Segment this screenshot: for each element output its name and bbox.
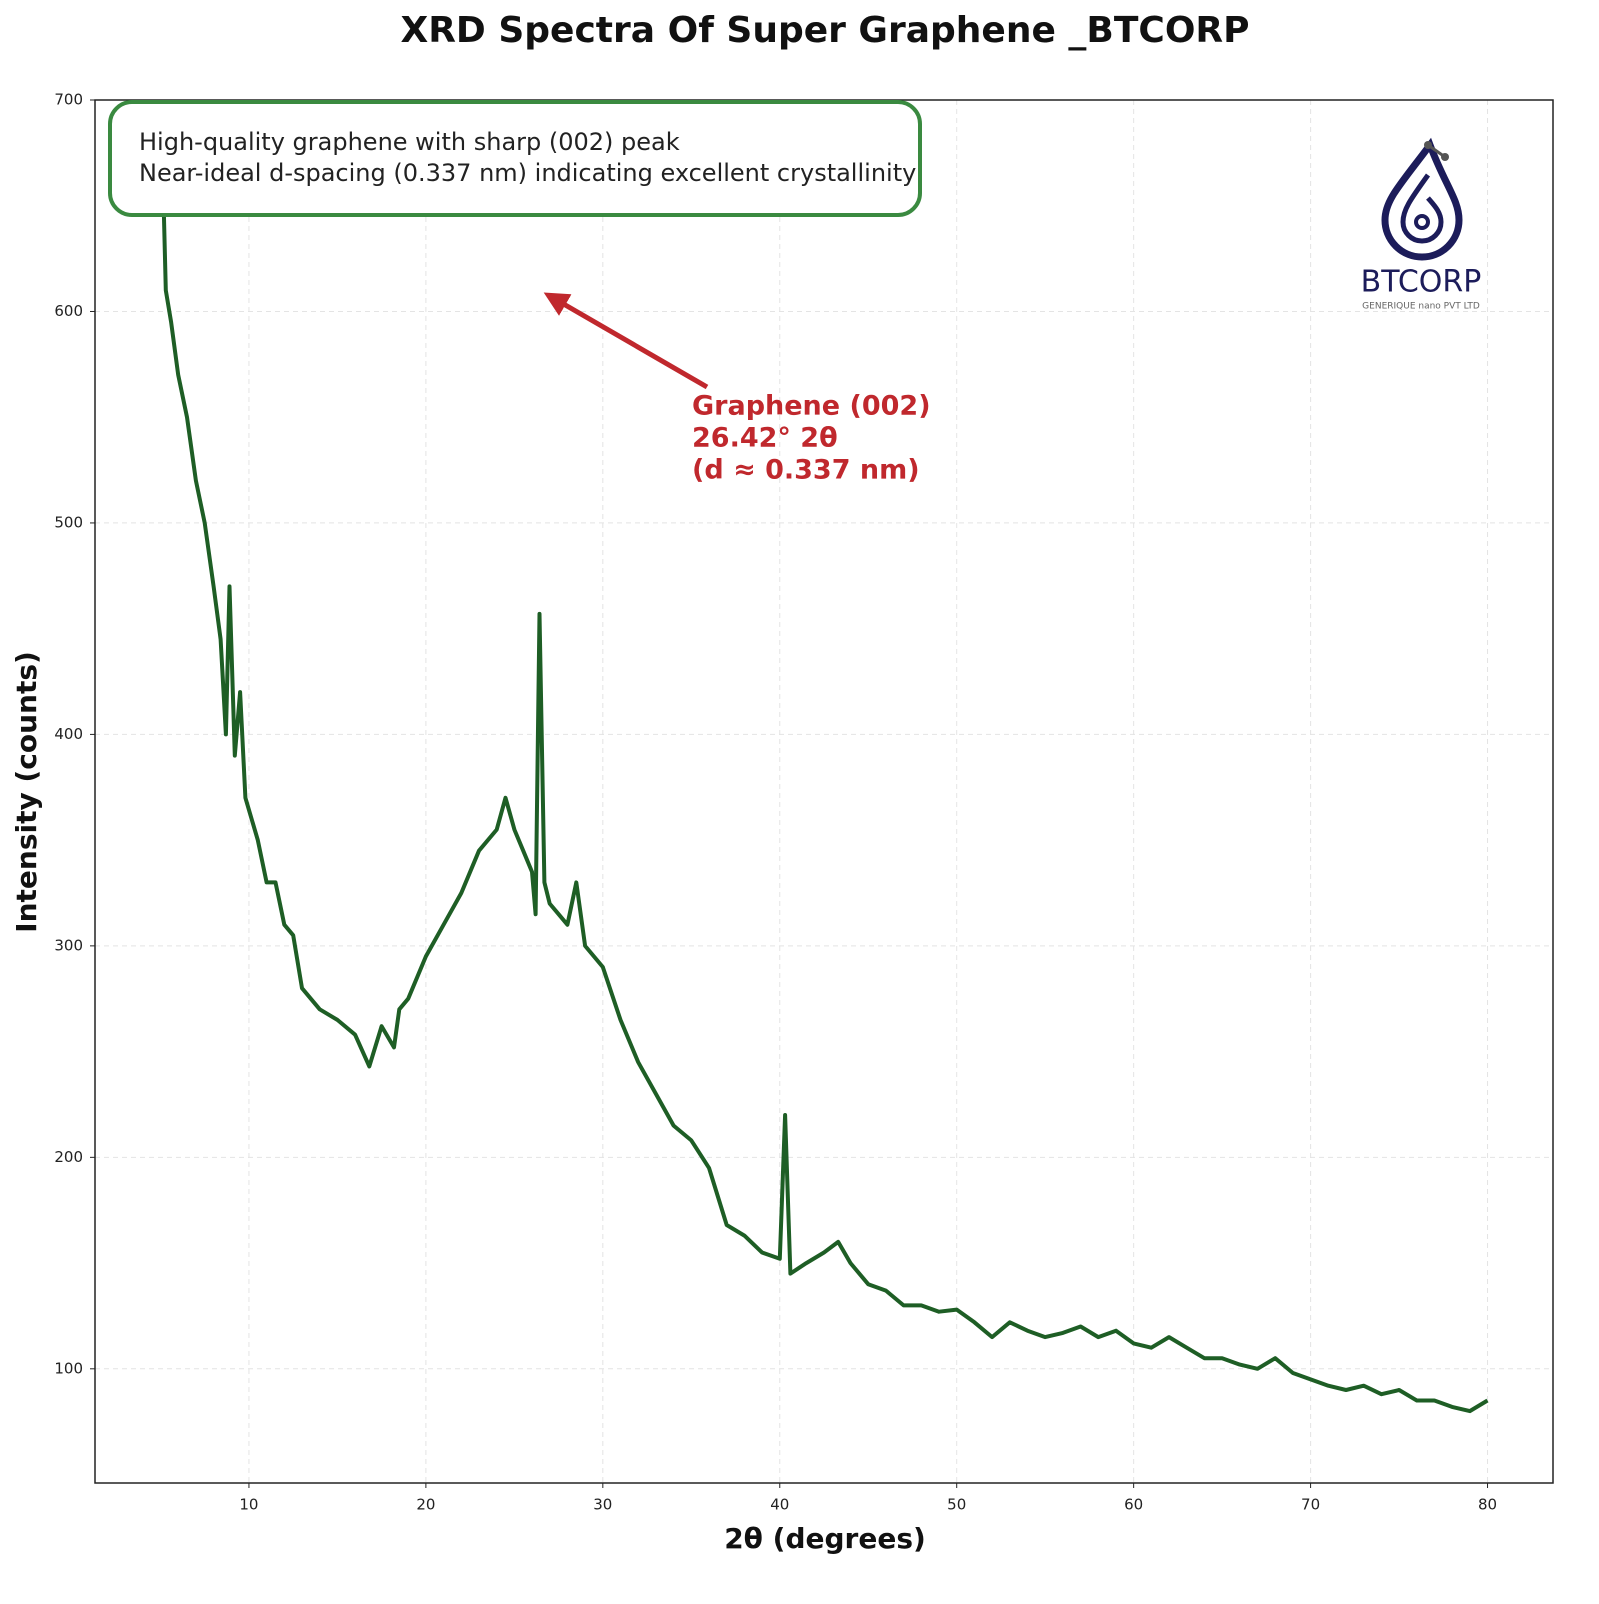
plot-frame [94, 99, 1554, 1484]
plot [159, 100, 1489, 1414]
x-tick-label: 40 [770, 1496, 789, 1514]
y-tick-label: 100 [54, 1359, 83, 1377]
y-tick-label: 700 [54, 91, 83, 109]
x-tick-label: 10 [239, 1496, 258, 1514]
x-tick-label: 30 [593, 1496, 612, 1514]
logo-name: BTCORP [1361, 265, 1482, 300]
peak-label: 26.42° 2θ [692, 423, 838, 454]
y-tick-label: 400 [54, 725, 83, 743]
x-tick-label: 70 [1301, 1496, 1320, 1514]
annotation-arrow [543, 292, 709, 390]
spectrum-line [159, 100, 1489, 1414]
logo-tagline: GENERIQUE nano PVT LTD [1362, 302, 1480, 312]
y-tick-label: 600 [54, 302, 83, 320]
y-axis-label: Intensity (counts) [10, 651, 43, 933]
x-tick-label: 60 [1124, 1496, 1143, 1514]
y-tick-label: 500 [54, 513, 83, 531]
x-tick-label: 20 [416, 1496, 435, 1514]
annotation-text: Near-ideal d-spacing (0.337 nm) indicati… [139, 159, 916, 187]
x-tick-label: 80 [1478, 1496, 1497, 1514]
annotation-box [108, 100, 922, 217]
y-tick-label: 200 [54, 1148, 83, 1166]
peak-label: (d ≈ 0.337 nm) [692, 455, 920, 486]
x-axis-label: 2θ (degrees) [724, 1522, 926, 1555]
y-tick-label: 300 [54, 936, 83, 954]
x-tick-label: 50 [947, 1496, 966, 1514]
annotation-text: High-quality graphene with sharp (002) p… [139, 128, 680, 156]
logo: BTCORP GENERIQUE nano PVT LTD [1361, 137, 1482, 312]
grid [90, 99, 1553, 1488]
chart-title: XRD Spectra Of Super Graphene _BTCORP [400, 10, 1249, 51]
peak-label: Graphene (002) [692, 391, 931, 422]
